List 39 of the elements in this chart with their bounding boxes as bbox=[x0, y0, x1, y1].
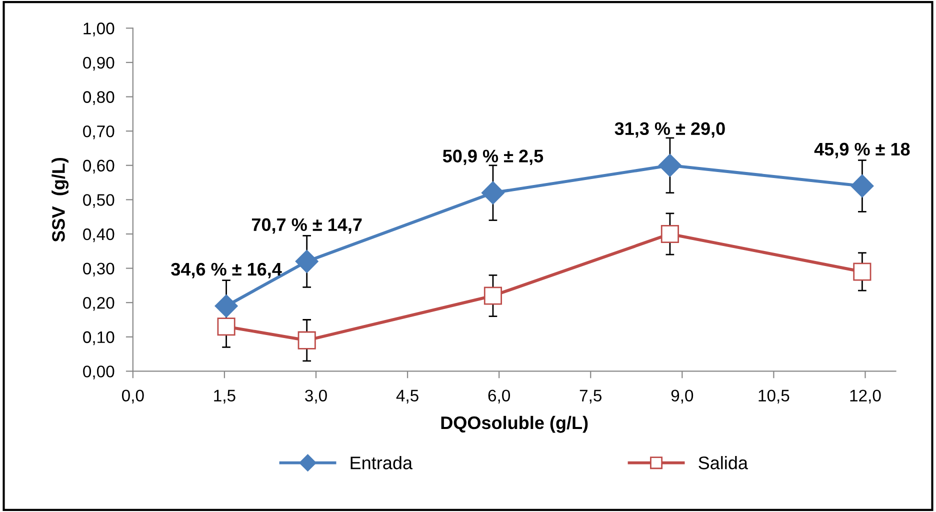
annotation: 31,3 % ± 29,0 bbox=[614, 122, 725, 138]
annotation: 45,9 % ± 18 bbox=[814, 142, 910, 158]
y-tick-label: 0,10 bbox=[83, 331, 114, 346]
y-tick-label: 0,40 bbox=[83, 228, 114, 242]
y-axis-title: SSV (g/L) bbox=[52, 158, 69, 242]
y-tick-label: 0,70 bbox=[83, 125, 114, 140]
point bbox=[481, 181, 504, 204]
point bbox=[484, 286, 502, 305]
annotation: 70,7 % ± 14,7 bbox=[252, 218, 362, 234]
x-tick-label: 4,5 bbox=[396, 390, 418, 404]
y-tick-label: 0,20 bbox=[83, 296, 114, 311]
legend-label: Salida bbox=[698, 456, 748, 470]
x-tick-label: 3,0 bbox=[305, 390, 327, 404]
x-tick-label: 10,5 bbox=[758, 390, 790, 404]
x-axis-title: DQOsoluble (g/L) bbox=[441, 416, 588, 433]
x-tick-label: 0,0 bbox=[122, 390, 144, 404]
y-tick-label: 0,00 bbox=[83, 366, 114, 380]
x-tick-label: 7,5 bbox=[580, 390, 602, 404]
x-tick-label: 1,5 bbox=[214, 390, 236, 404]
y-tick-label: 1,00 bbox=[84, 22, 114, 36]
point bbox=[217, 318, 236, 336]
point bbox=[850, 174, 874, 198]
y-tick-label: 0,90 bbox=[83, 56, 114, 71]
x-tick-label: 6,0 bbox=[488, 390, 510, 404]
annotation: 50,9 % ± 2,5 bbox=[442, 150, 544, 166]
y-tick-label: 0,60 bbox=[83, 160, 114, 174]
point bbox=[853, 262, 872, 281]
point bbox=[658, 154, 682, 177]
y-tick-label: 0,30 bbox=[83, 262, 114, 276]
point bbox=[298, 331, 316, 350]
y-tick-label: 0,50 bbox=[83, 194, 114, 208]
annotation: 34,6 % ± 16,4 bbox=[171, 262, 282, 278]
y-tick-label: 0,80 bbox=[83, 91, 114, 105]
x-tick-label: 9,0 bbox=[671, 390, 694, 404]
point bbox=[214, 294, 238, 318]
point bbox=[295, 250, 318, 273]
legend-label: Entrada bbox=[350, 456, 413, 470]
x-tick-label: 12,0 bbox=[850, 390, 881, 404]
point bbox=[660, 224, 679, 244]
